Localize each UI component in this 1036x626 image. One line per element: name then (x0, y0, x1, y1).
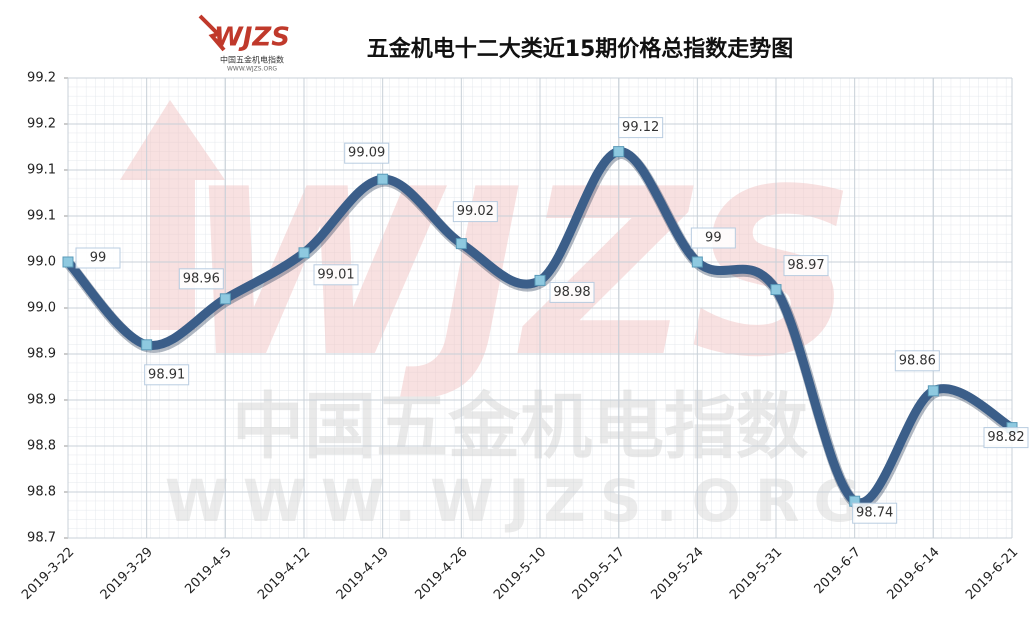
data-label: 98.86 (899, 353, 936, 368)
data-label-box (178, 268, 224, 290)
marker (377, 173, 389, 185)
logo: WJZS 中国五金机电指数 WWW.WJZS.ORG (198, 14, 290, 73)
data-label: 99 (705, 231, 722, 246)
marker (141, 339, 153, 351)
marker (927, 385, 939, 397)
marker (770, 284, 782, 296)
data-label-box (983, 427, 1029, 449)
data-label-box (852, 502, 898, 524)
data-label-box (344, 142, 390, 164)
data-label-box (452, 201, 498, 223)
watermark-logo: WJZS (184, 141, 856, 408)
chart-title: 五金机电十二大类近15期价格总指数走势图 (367, 36, 794, 62)
marker (691, 256, 703, 268)
y-tick-label: 98.9 (27, 393, 56, 408)
data-label-box (894, 350, 940, 372)
x-tick-label: 2019-5-17 (570, 545, 628, 603)
logo-text: WJZS (214, 23, 290, 53)
y-tick-label: 98.9 (27, 347, 56, 362)
data-label: 99.12 (622, 120, 659, 135)
marker (613, 146, 625, 158)
marker (534, 274, 546, 286)
y-tick-label: 99.1 (27, 163, 56, 178)
data-label-box (783, 255, 829, 277)
x-tick-label: 2019-4-19 (334, 545, 392, 603)
data-label: 98.91 (148, 367, 185, 382)
logo-arrow (198, 14, 226, 52)
marker (298, 247, 310, 259)
x-tick-label: 2019-6-14 (884, 545, 942, 603)
data-label: 98.96 (183, 271, 220, 286)
y-tick-label: 99.2 (27, 71, 56, 86)
x-tick-label: 2019-5-10 (491, 545, 549, 603)
y-tick-label: 99.0 (27, 255, 56, 270)
data-label: 99.02 (457, 204, 494, 219)
data-label-box (75, 247, 121, 269)
x-tick-label: 2019-3-22 (19, 545, 77, 603)
x-tick-label: 2019-4-5 (182, 545, 234, 597)
y-tick-label: 99.2 (27, 117, 56, 132)
marker (219, 293, 231, 305)
data-label-box (144, 364, 190, 386)
y-tick-label: 99.1 (27, 209, 56, 224)
y-tick-label: 98.8 (27, 439, 56, 454)
x-tick-label: 2019-3-29 (98, 545, 156, 603)
data-label: 98.97 (787, 258, 824, 273)
marker (455, 238, 467, 250)
x-tick-label: 2019-6-21 (963, 545, 1021, 603)
data-label-box (690, 227, 736, 249)
watermark-url: WWW.WJZS.ORG (165, 467, 875, 535)
marker (62, 256, 74, 268)
data-label-box (313, 264, 359, 286)
logo-url: WWW.WJZS.ORG (227, 66, 277, 73)
y-tick-label: 98.7 (27, 531, 56, 546)
x-tick-label: 2019-5-24 (648, 545, 706, 603)
data-label-box (618, 117, 664, 139)
data-label: 99.09 (348, 146, 385, 161)
x-tick-label: 2019-5-31 (727, 545, 785, 603)
x-tick-label: 2019-4-26 (412, 545, 470, 603)
data-label: 99 (90, 251, 107, 266)
x-tick-label: 2019-6-7 (812, 545, 864, 597)
data-label: 98.82 (987, 430, 1024, 445)
logo-subtitle: 中国五金机电指数 (220, 55, 284, 65)
data-label: 99.01 (317, 267, 354, 282)
watermark: WJZS 中国五金机电指数 WWW.WJZS.ORG (120, 100, 875, 535)
y-tick-label: 98.8 (27, 485, 56, 500)
y-tick-label: 99.0 (27, 301, 56, 316)
data-label: 98.74 (856, 506, 893, 521)
data-label-box (549, 281, 595, 303)
watermark-text: 中国五金机电指数 (232, 385, 808, 469)
x-tick-label: 2019-4-12 (255, 545, 313, 603)
data-label: 98.98 (553, 285, 590, 300)
